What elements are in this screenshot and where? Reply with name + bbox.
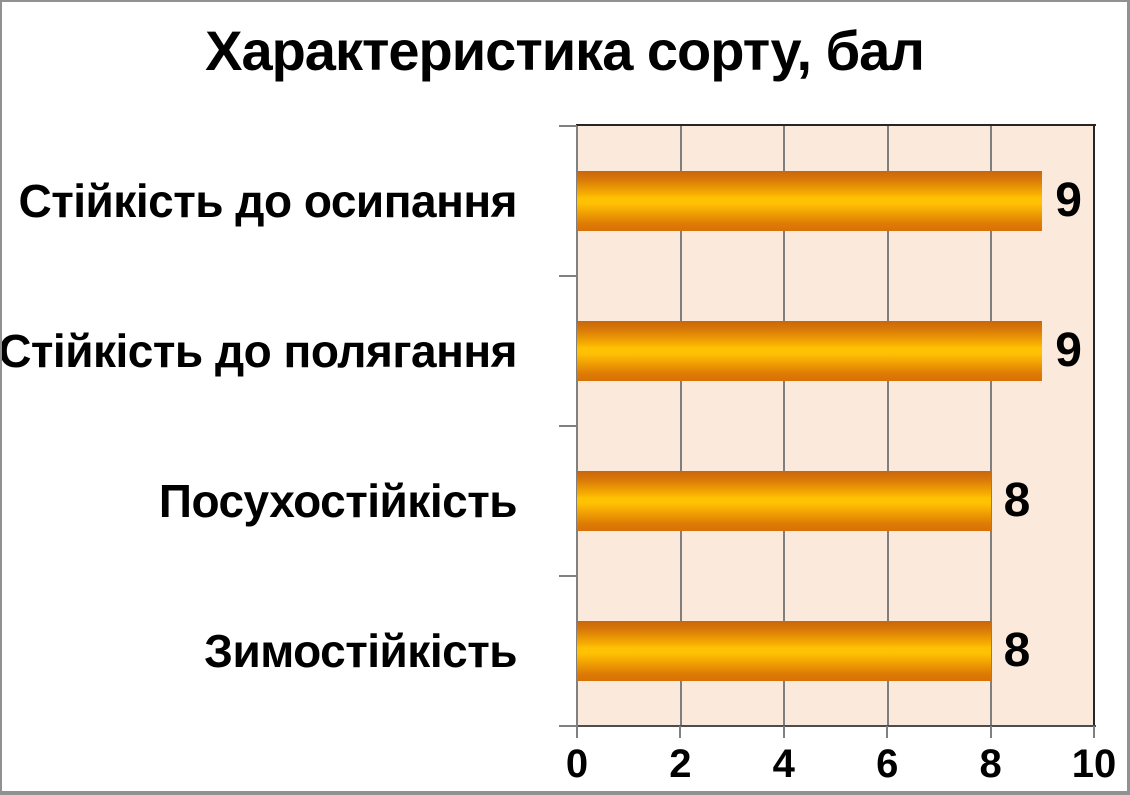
bar-value-label: 8	[1003, 624, 1031, 677]
gridline-x-6	[886, 126, 889, 726]
x-axis-tick	[886, 726, 889, 738]
x-axis-tick-label: 2	[669, 742, 692, 786]
bar-value-label: 9	[1055, 324, 1082, 377]
x-axis-tick-label: 10	[1071, 742, 1117, 786]
x-axis-tick	[782, 726, 785, 738]
x-axis-tick-label: 8	[979, 742, 1002, 786]
bar-value-label: 9	[1055, 174, 1082, 227]
category-label: Стійкість до осипання	[18, 175, 518, 227]
y-axis-tick	[559, 425, 577, 427]
bar-row: 8	[577, 576, 1095, 726]
chart-title: Характеристика сорту, бал	[205, 19, 925, 82]
bar	[577, 471, 991, 531]
x-axis-tick	[679, 726, 682, 738]
x-axis-tick-label: 0	[565, 742, 589, 786]
gridline-x-4	[783, 126, 786, 726]
plot-border-right	[1093, 124, 1095, 726]
x-axis-tick-label: 6	[876, 742, 899, 786]
bar	[577, 621, 991, 681]
bar-row: 9	[577, 276, 1095, 426]
y-axis-tick	[559, 125, 577, 127]
bar-row: 8	[577, 426, 1095, 576]
bar	[577, 321, 1043, 381]
x-axis-line	[576, 725, 1096, 727]
bar	[577, 171, 1043, 231]
y-axis-tick	[559, 275, 577, 277]
x-axis-tick	[1093, 726, 1095, 738]
y-axis-tick	[559, 575, 577, 577]
gridline-x-2	[679, 126, 682, 726]
category-label: Посухостійкість	[158, 475, 518, 527]
category-label: Зимостійкість	[204, 625, 517, 677]
gridline-x-8	[990, 126, 993, 726]
y-axis-tick	[559, 725, 577, 727]
category-axis-labels: Стійкість до осипання Стійкість до поляга…	[2, 126, 547, 726]
bar-row: 9	[577, 126, 1095, 276]
x-axis-tick	[989, 726, 992, 738]
y-axis-line	[576, 126, 578, 726]
x-axis-tick	[576, 726, 578, 738]
category-label: Стійкість до полягання	[0, 325, 518, 377]
plot-border-top	[576, 124, 1096, 126]
x-axis-tick-label: 4	[772, 742, 795, 786]
bar-value-label: 8	[1003, 474, 1031, 527]
